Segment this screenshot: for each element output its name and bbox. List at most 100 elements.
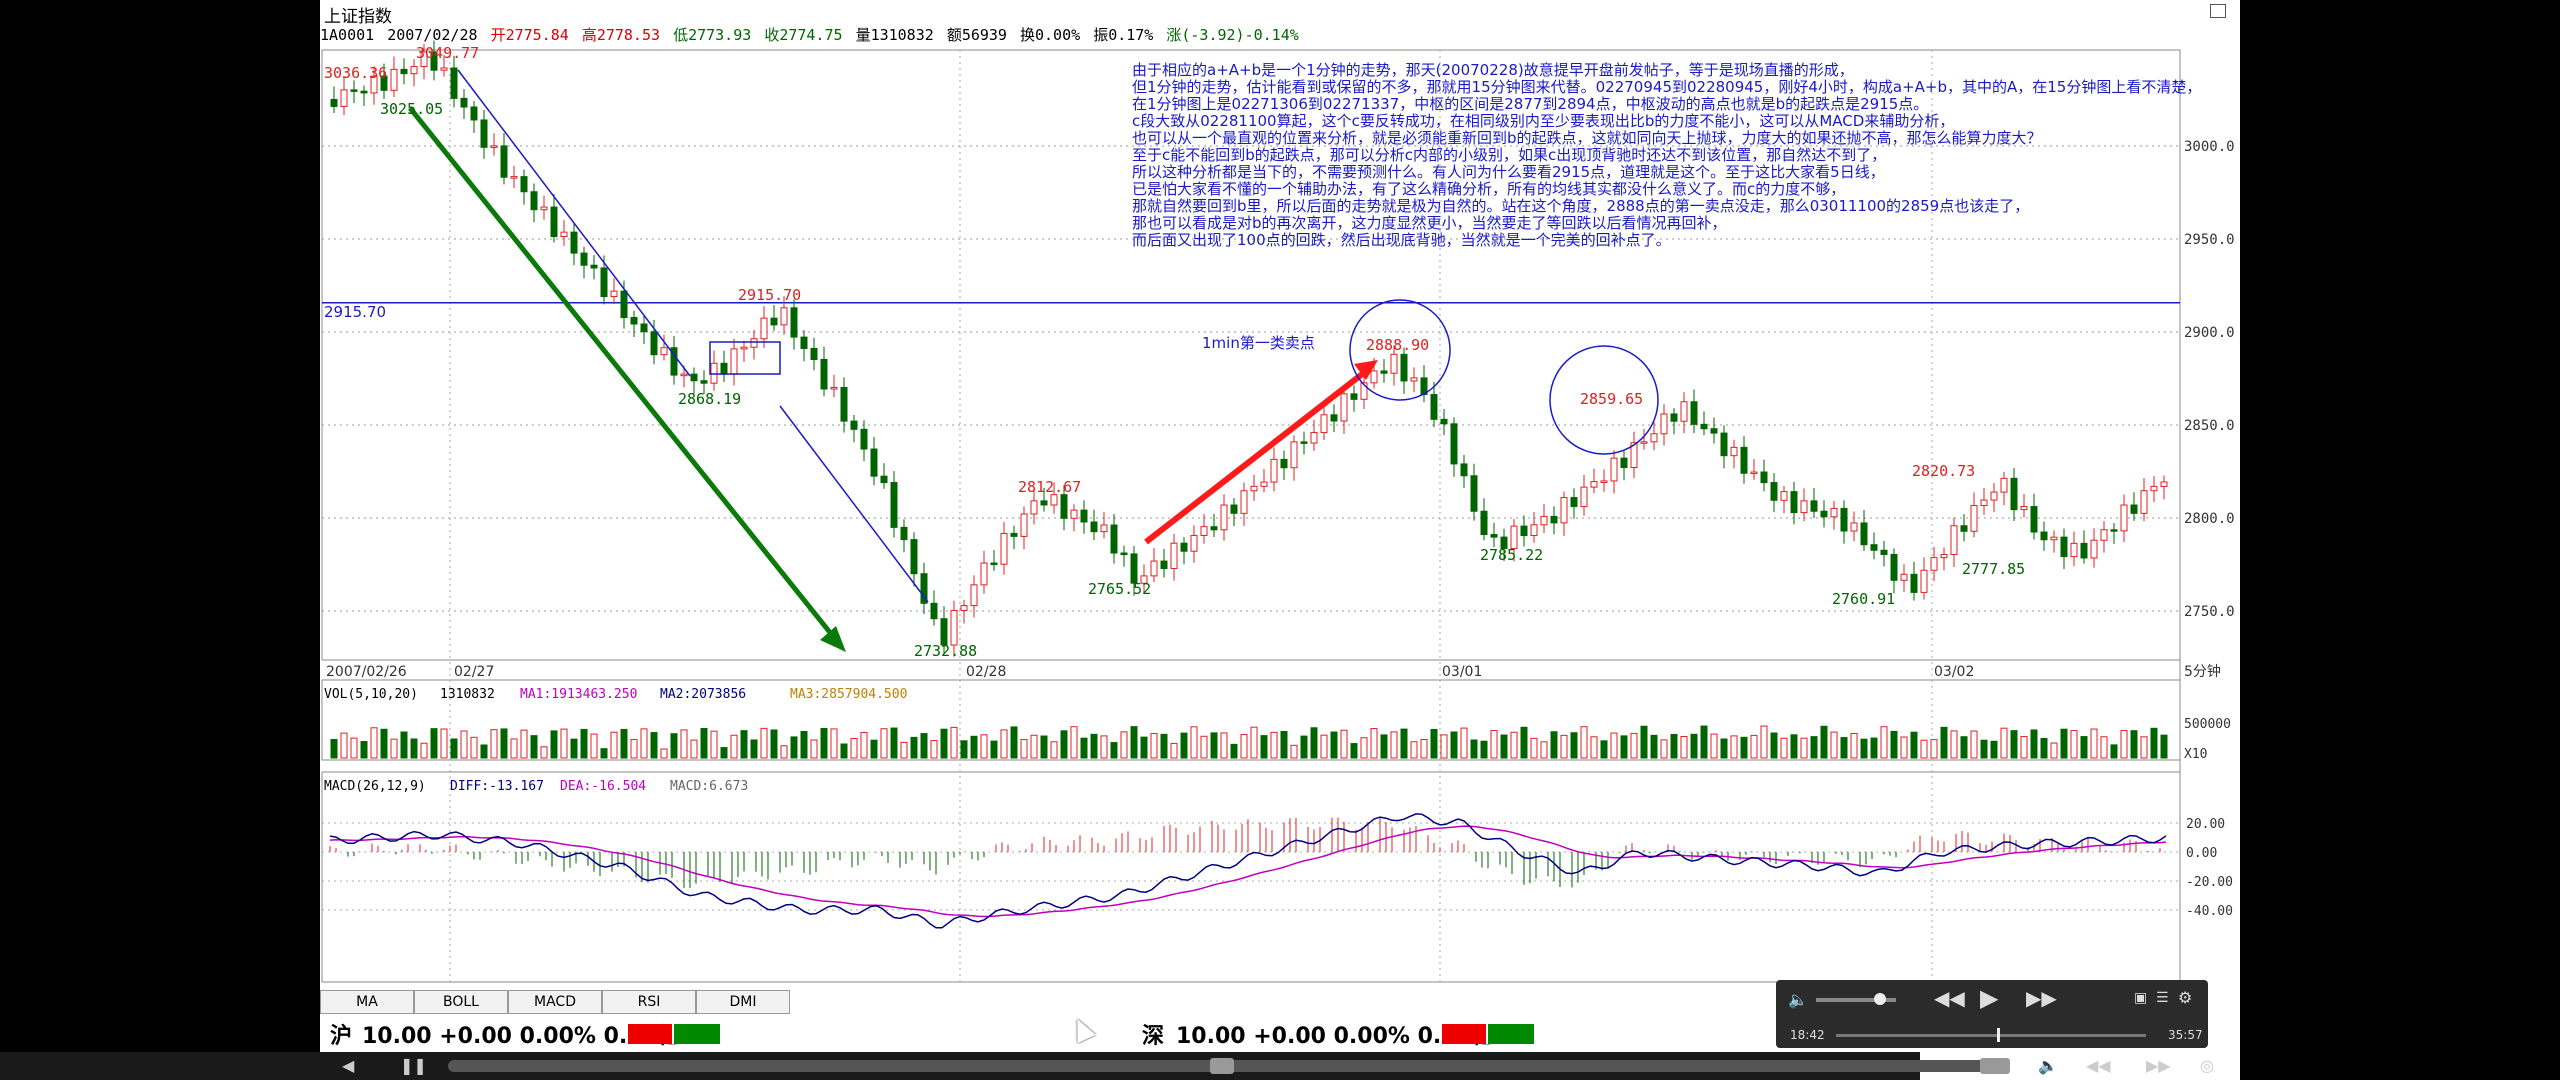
volume-bar xyxy=(1980,739,1988,759)
title-bar: 上证指数 xyxy=(320,0,2240,27)
volume-bar xyxy=(470,736,478,759)
volume-bar xyxy=(890,727,898,759)
price-point-label: 2868.19 xyxy=(678,390,741,408)
candlestick xyxy=(600,267,608,298)
tab-rsi[interactable]: RSI xyxy=(602,990,696,1014)
volume-bar xyxy=(2130,730,2138,759)
volume-bar xyxy=(2110,744,2118,759)
candlestick xyxy=(1620,457,1628,469)
candlestick xyxy=(350,89,358,92)
window-icon[interactable]: ▣ xyxy=(2134,990,2148,1006)
forward-icon[interactable]: ▶▶ xyxy=(2146,1056,2171,1075)
macd-diff-label: DIFF:-13.167 xyxy=(450,779,544,794)
loop-icon[interactable]: ◎ xyxy=(2200,1056,2214,1075)
volume-bar xyxy=(1900,736,1908,759)
volume-track[interactable] xyxy=(1816,998,1896,1002)
volume-bar xyxy=(1100,735,1108,759)
progress-handle[interactable] xyxy=(1997,1028,2000,1042)
candlestick xyxy=(500,145,508,178)
candlestick xyxy=(550,206,558,238)
change-value: 涨(-3.92)-0.14% xyxy=(1166,26,1299,44)
tab-ma[interactable]: MA xyxy=(320,990,414,1014)
volume-bar xyxy=(530,735,538,759)
candlestick xyxy=(1050,494,1058,506)
play-icon[interactable]: ▶ xyxy=(1980,984,1999,1012)
candlestick xyxy=(1710,428,1718,434)
candlestick xyxy=(1490,534,1498,538)
restore-icon[interactable] xyxy=(2210,4,2226,18)
candlestick xyxy=(480,119,488,148)
candlestick xyxy=(1660,413,1668,435)
annotation-line: 那就自然要回到b里，所以后面的走势就是极为自然的。站在这个角度，2888点的第一… xyxy=(1132,197,2030,215)
candlestick xyxy=(1380,370,1388,374)
price-point-label: 2732.88 xyxy=(914,642,977,660)
blue-trend-line xyxy=(779,405,929,603)
candlestick xyxy=(400,68,408,75)
rewind-icon[interactable]: ◀◀ xyxy=(2086,1056,2111,1075)
candlestick xyxy=(1170,542,1178,570)
speaker-icon[interactable]: 🔈 xyxy=(2038,1056,2058,1075)
speaker-icon[interactable]: 🔈 xyxy=(1788,990,1808,1009)
candlestick xyxy=(1630,442,1638,469)
candlestick xyxy=(1450,423,1458,465)
volume-bar xyxy=(1260,735,1268,759)
annotation-line: 由于相应的a+A+b是一个1分钟的走势，那天(20070228)故意提早开盘前发… xyxy=(1132,61,1854,79)
current-time: 18:42 xyxy=(1790,1028,1825,1042)
candlestick xyxy=(760,317,768,340)
candlestick xyxy=(1950,525,1958,555)
volume-bar xyxy=(440,728,448,759)
candlestick xyxy=(1270,458,1278,483)
chart-canvas[interactable]: 3000.0 2950.0 2900.0 2850.0 2800.0 2750.0 2007… xyxy=(320,0,2240,990)
gear-icon[interactable]: ⚙ xyxy=(2178,988,2193,1007)
candlestick xyxy=(2130,504,2138,514)
candlestick xyxy=(1280,458,1288,469)
volume-bar xyxy=(980,734,988,759)
video-scrollbar[interactable]: ◀ ❚❚ 🔈 ◀◀ ▶▶ ◎ xyxy=(0,1052,2214,1080)
rewind-icon[interactable]: ◀◀ xyxy=(1934,986,1965,1010)
tab-boll[interactable]: BOLL xyxy=(414,990,508,1014)
indicator-tabs: MA BOLL MACD RSI DMI xyxy=(320,990,790,1014)
volume-bar xyxy=(1110,742,1118,759)
candlestick xyxy=(2160,481,2168,487)
tab-macd[interactable]: MACD xyxy=(508,990,602,1014)
x-axis-date-label: 03/02 xyxy=(1934,664,1974,680)
candlestick xyxy=(770,317,778,326)
volume-bar xyxy=(670,733,678,759)
candlestick xyxy=(730,348,738,375)
candlestick xyxy=(670,347,678,376)
volume-bar xyxy=(960,740,968,759)
candlestick xyxy=(890,482,898,528)
volume-bar xyxy=(700,728,708,759)
progress-track[interactable] xyxy=(1836,1034,2146,1037)
volume-bar xyxy=(660,748,668,759)
volume-bar xyxy=(1350,743,1358,759)
macd-panel-frame xyxy=(321,771,2181,983)
tab-dmi[interactable]: DMI xyxy=(696,990,790,1014)
volume-bar xyxy=(1040,735,1048,759)
volume-bar xyxy=(1500,734,1508,759)
volume-slider[interactable] xyxy=(1980,1058,2010,1074)
volume-bar xyxy=(830,728,838,759)
candlestick xyxy=(1970,505,1978,532)
candlestick xyxy=(1990,491,1998,501)
forward-icon[interactable]: ▶▶ xyxy=(2026,986,2057,1010)
volume-bar xyxy=(1340,729,1348,759)
volume-bar xyxy=(1840,737,1848,759)
low-value: 低2773.93 xyxy=(673,26,752,44)
prev-icon[interactable]: ◀ xyxy=(342,1056,355,1075)
list-icon[interactable]: ☰ xyxy=(2156,990,2169,1006)
volume-bar xyxy=(500,728,508,759)
candlestick xyxy=(2060,536,2068,558)
candlestick xyxy=(2090,539,2098,559)
volume-bar xyxy=(1650,734,1658,759)
candlestick xyxy=(2000,477,2008,493)
volume-bar xyxy=(2010,730,2018,759)
volume-bar xyxy=(1250,726,1258,759)
pause-icon[interactable]: ❚❚ xyxy=(400,1056,427,1075)
volume-bar xyxy=(940,728,948,759)
volume-bar xyxy=(2120,729,2128,759)
candlestick xyxy=(2070,542,2078,558)
candlestick xyxy=(700,380,708,384)
volume-knob[interactable] xyxy=(1874,993,1886,1005)
scroll-thumb[interactable] xyxy=(1210,1058,1234,1074)
